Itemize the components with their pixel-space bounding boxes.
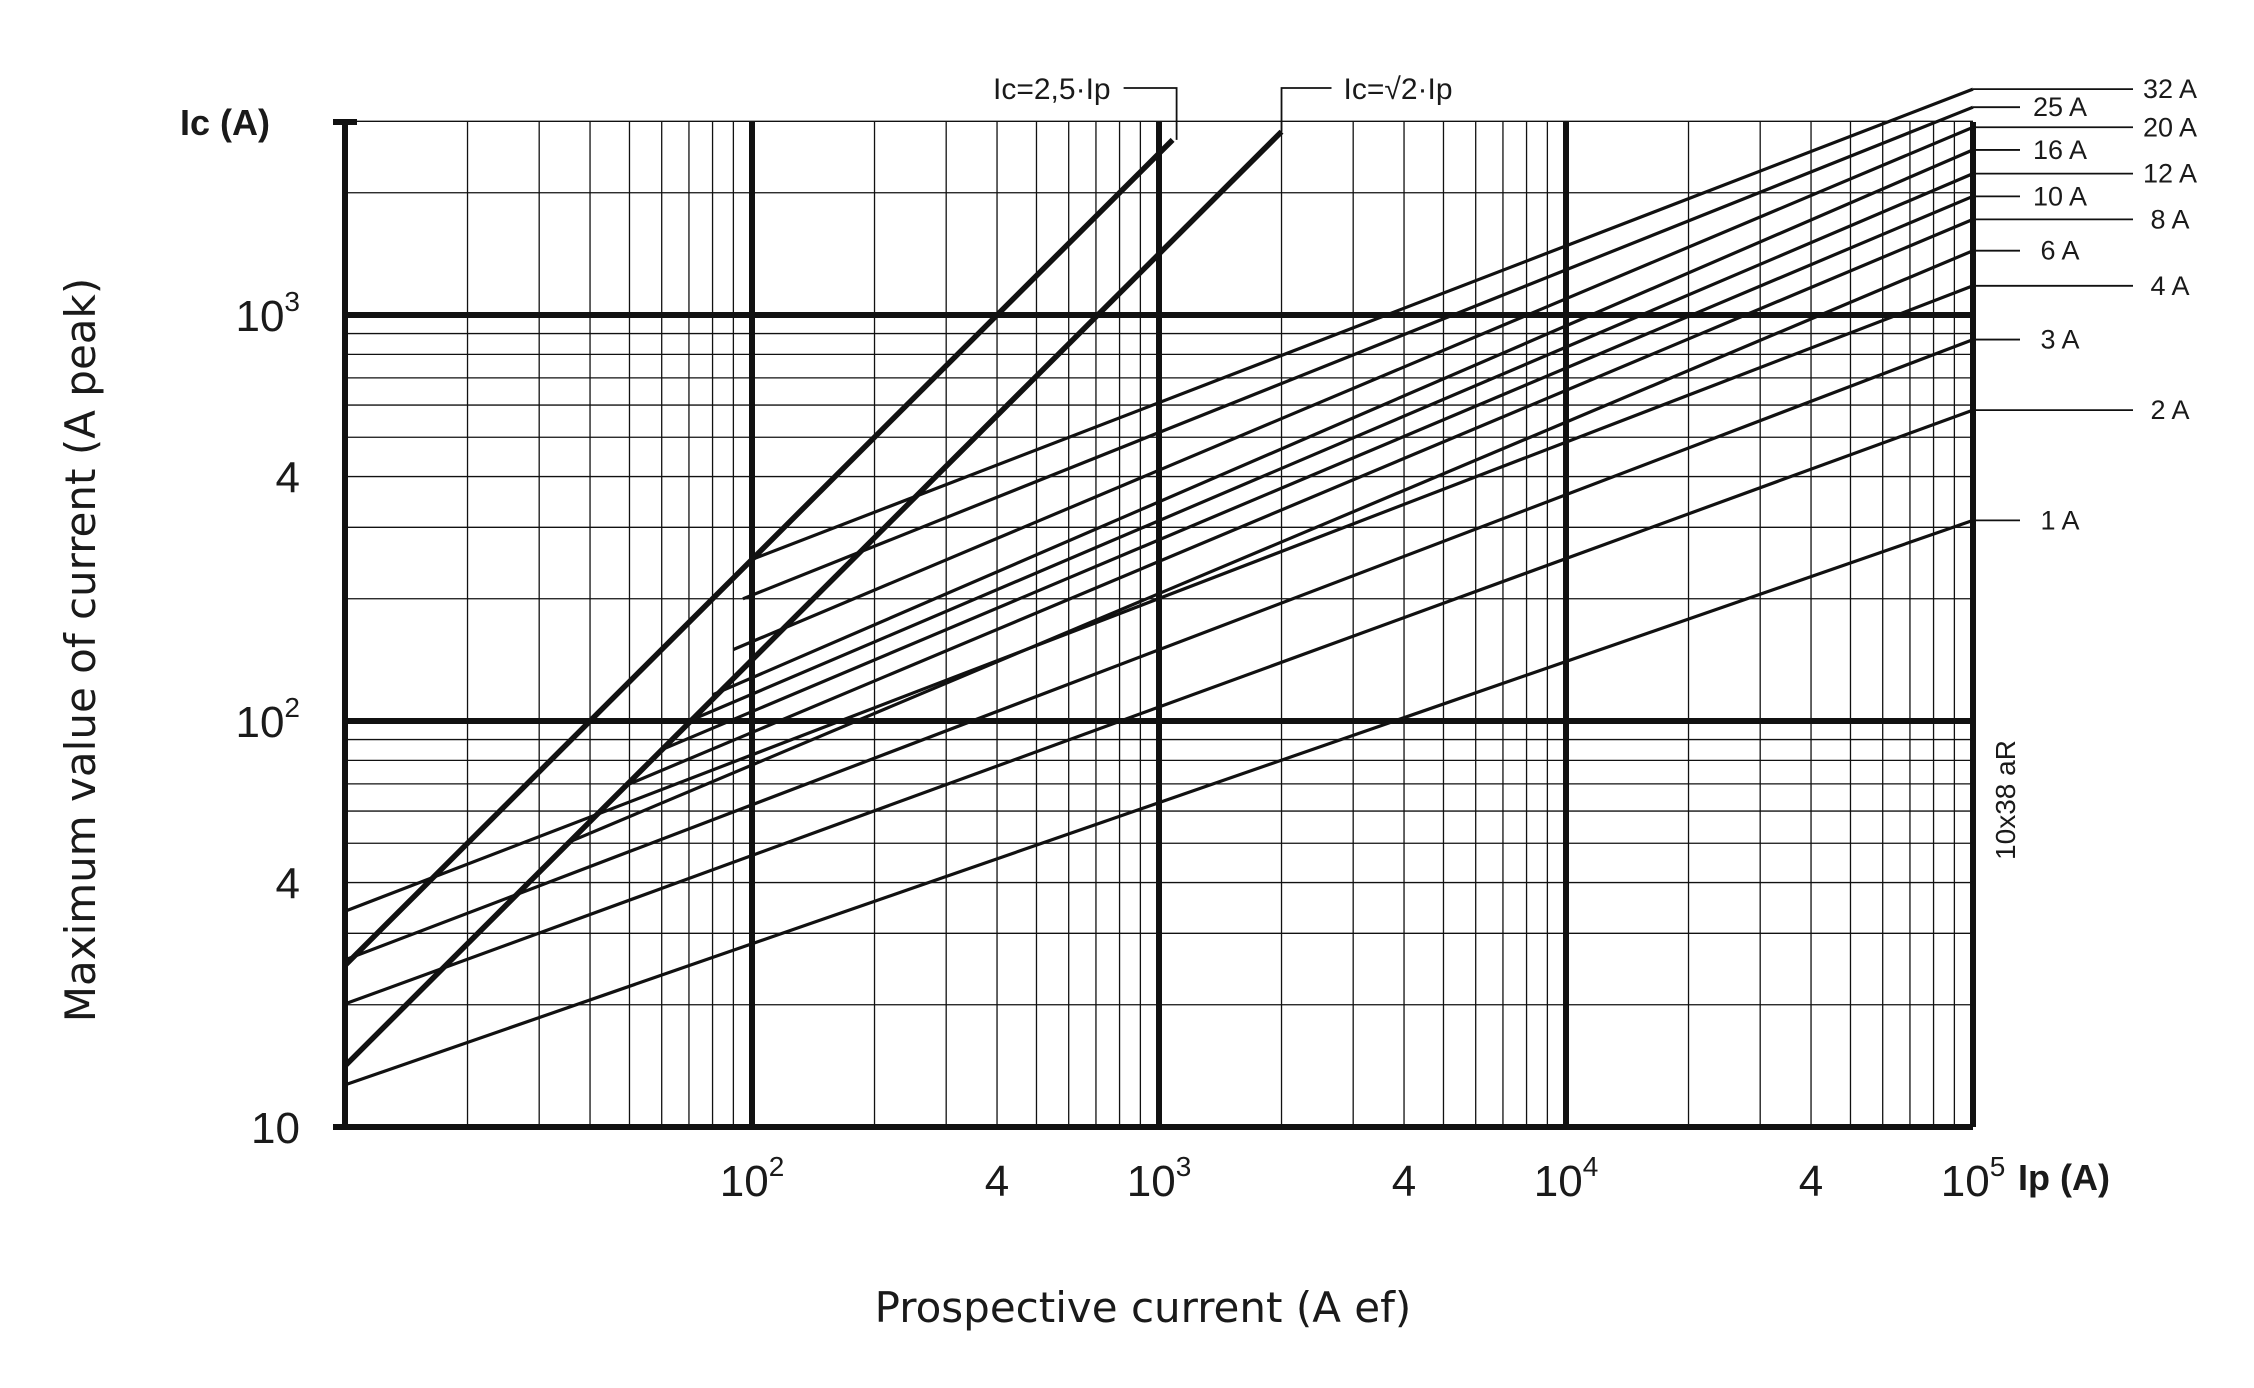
- series-lines: [344, 87, 1974, 1087]
- series-label-1a: 1 A: [2040, 505, 2079, 535]
- series-line-4a: [344, 284, 1974, 913]
- series-label-8a: 8 A: [2150, 204, 2189, 234]
- series-line-20a: [732, 125, 1974, 651]
- reference-leader-1: [1123, 87, 1178, 140]
- series-line-1a: [344, 518, 1974, 1087]
- x-tick-label: 102: [720, 1151, 785, 1206]
- series-line-25a: [742, 105, 1974, 601]
- series-label-20a: 20 A: [2143, 112, 2197, 142]
- series-label-2a: 2 A: [2150, 395, 2189, 425]
- x-axis-title: Prospective current (A ef): [875, 1283, 1412, 1332]
- x-tick-label: 4: [1799, 1157, 1823, 1206]
- series-label-6a: 6 A: [2040, 236, 2079, 266]
- reference-line-2: [343, 129, 1284, 1068]
- series-label-4a: 4 A: [2150, 271, 2189, 301]
- reference-label-1: Ic=2,5·Ip: [993, 73, 1111, 106]
- series-label-16a: 16 A: [2033, 135, 2087, 165]
- x-axis-unit: Ip (A): [2018, 1157, 2110, 1198]
- y-tick-label: 103: [235, 286, 300, 341]
- grid-lines: [333, 119, 1976, 1130]
- y-tick-label: 4: [276, 454, 300, 503]
- reference-label-2: Ic=√2·Ip: [1344, 73, 1453, 106]
- fuse-type-label: 10x38 aR: [1990, 740, 2021, 860]
- x-tick-label: 4: [1392, 1157, 1416, 1206]
- series-line-6a: [565, 249, 1974, 845]
- series-line-2a: [344, 408, 1974, 1006]
- x-tick-label: 103: [1127, 1151, 1192, 1206]
- series-labels: 1 A 2 A 3 A 4 A 6 A 8 A 10 A 12 A 16 A 20 A 25 A 32…: [1973, 74, 2197, 535]
- series-label-12a: 12 A: [2143, 159, 2197, 189]
- series-label-10a: 10 A: [2033, 181, 2087, 211]
- series-line-32a: [751, 87, 1974, 561]
- x-tick-label: 105: [1941, 1151, 2006, 1206]
- reference-line-1: [343, 137, 1175, 968]
- y-tick-label: 4: [276, 860, 300, 909]
- y-tick-label: 102: [235, 692, 300, 747]
- series-label-32a: 32 A: [2143, 74, 2197, 104]
- series-line-10a: [661, 194, 1974, 752]
- y-axis-unit: Ic (A): [180, 102, 270, 143]
- series-line-12a: [688, 172, 1974, 723]
- reference-leader-2: [1280, 87, 1332, 132]
- x-tick-label: 104: [1534, 1151, 1599, 1206]
- series-line-16a: [711, 148, 1974, 697]
- series-label-3a: 3 A: [2040, 325, 2079, 355]
- series-label-25a: 25 A: [2033, 92, 2087, 122]
- y-axis-title: Maximum value of current (A peak): [56, 278, 105, 1022]
- reference-lines: Ic=2,5·Ip Ic=√2·Ip: [343, 73, 1453, 1068]
- series-line-3a: [344, 338, 1974, 962]
- series-line-8a: [628, 217, 1974, 786]
- y-tick-label: 10: [251, 1104, 300, 1153]
- x-tick-label: 4: [985, 1157, 1009, 1206]
